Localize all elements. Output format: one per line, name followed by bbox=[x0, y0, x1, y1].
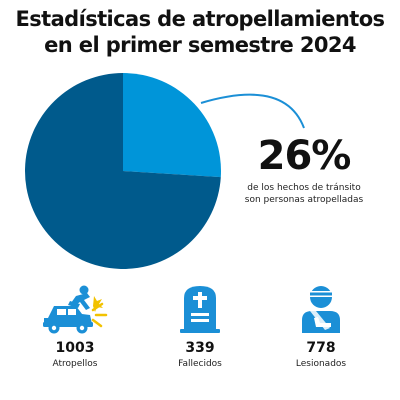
stat-label: Atropellos bbox=[52, 359, 98, 369]
injured-person-icon bbox=[302, 286, 340, 333]
stat-fallecidos: 339 Fallecidos bbox=[145, 284, 255, 370]
stat-lesionados: 778 Lesionados bbox=[266, 284, 376, 370]
page-title: Estadísticas de atropellamientos en el p… bbox=[0, 6, 400, 58]
leader-line bbox=[200, 93, 305, 129]
stat-value: 339 bbox=[185, 340, 215, 356]
stat-atropellos: 1003 Atropellos bbox=[20, 284, 130, 370]
pie-slice-0 bbox=[123, 73, 221, 178]
car-crash-icon bbox=[43, 285, 108, 334]
stat-label: Lesionados bbox=[295, 359, 347, 369]
title-line-1: Estadísticas de atropellamientos bbox=[15, 7, 386, 31]
gravestone-icon bbox=[180, 286, 220, 333]
stat-value: 778 bbox=[306, 340, 336, 356]
stat-label: Fallecidos bbox=[178, 359, 222, 369]
highlight-caption: de los hechos de tránsito son personas a… bbox=[244, 183, 364, 205]
stat-value: 1003 bbox=[55, 340, 95, 356]
title-line-2: en el primer semestre 2024 bbox=[44, 33, 356, 57]
pie-slice-1 bbox=[24, 73, 221, 270]
highlight-percentage: 26% bbox=[257, 133, 352, 179]
